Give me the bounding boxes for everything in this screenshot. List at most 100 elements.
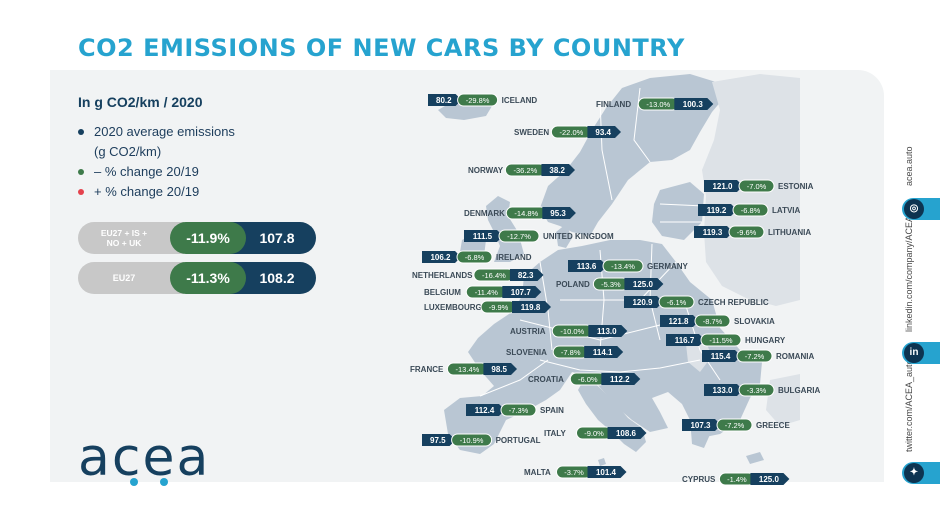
summary-change: -11.9% — [170, 222, 246, 254]
legend-label-unit: (g CO2/km) — [94, 144, 162, 159]
linkedin-link[interactable]: linkedin.com/company/ACEA/ — [904, 213, 914, 332]
callout-netherlands: NETHERLANDS -16.4% 82.3 — [412, 268, 544, 282]
emission-value: 95.3 — [550, 209, 566, 218]
change-value: -36.2% — [514, 166, 538, 175]
change-bg — [658, 295, 695, 309]
twitter-icon: ✦ — [904, 463, 924, 483]
country-name: ICELAND — [502, 96, 538, 105]
callout-estonia: 121.0 -7.0% ESTONIA — [704, 179, 814, 193]
value-bg — [624, 296, 663, 308]
callout-finland: FINLAND -13.0% 100.3 — [596, 97, 714, 111]
legend-label-negative: – % change 20/19 — [94, 164, 199, 179]
change-value: -13.0% — [646, 100, 670, 109]
callout-italy: ITALY -9.0% 108.6 — [544, 426, 647, 440]
value-bg — [674, 98, 714, 110]
callout-luxembourg: LUXEMBOURG -9.9% 119.8 — [424, 300, 551, 314]
country-name: LATVIA — [772, 206, 801, 215]
emission-value: 107.3 — [690, 421, 711, 430]
twitter-button[interactable]: ✦ — [902, 462, 940, 484]
emission-value: 106.2 — [430, 253, 451, 262]
emission-value: 133.0 — [712, 386, 733, 395]
summary-label: EU27 — [78, 262, 184, 294]
change-value: -5.3% — [601, 280, 621, 289]
callout-austria: AUSTRIA -10.0% 113.0 — [510, 324, 628, 338]
value-bg — [483, 363, 517, 375]
change-value: -6.8% — [465, 253, 485, 262]
value-bg — [698, 204, 737, 216]
change-value: -6.8% — [741, 206, 761, 215]
website-button[interactable]: ◎ — [902, 198, 940, 220]
country-name: SLOVENIA — [506, 348, 547, 357]
emission-value: 82.3 — [518, 271, 534, 280]
value-bg — [601, 373, 641, 385]
value-bg — [466, 404, 505, 416]
emission-value: 114.1 — [593, 348, 613, 357]
change-value: -8.7% — [703, 317, 723, 326]
emission-value: 113.6 — [577, 262, 597, 271]
legend-item-negative-change: – % change 20/19 — [78, 162, 235, 182]
callout-norway: NORWAY -36.2% 38.2 — [468, 163, 575, 177]
change-bg — [738, 179, 775, 193]
value-bg — [588, 325, 628, 337]
callout-slovenia: SLOVENIA -7.8% 114.1 — [506, 345, 624, 359]
emission-value: 112.2 — [610, 375, 630, 384]
change-value: -16.4% — [482, 271, 506, 280]
emission-value: 100.3 — [683, 100, 704, 109]
value-bg — [587, 466, 627, 478]
country-name: SLOVAKIA — [734, 317, 775, 326]
callout-slovakia: 121.8 -8.7% SLOVAKIA — [660, 314, 775, 328]
legend-item-positive-change: + % change 20/19 — [78, 182, 235, 202]
summary-label-line1: EU27 + IS + — [100, 228, 148, 238]
change-bg — [736, 349, 773, 363]
change-value: -3.7% — [564, 468, 584, 477]
callout-latvia: 119.2 -6.8% LATVIA — [698, 203, 801, 217]
value-bg — [624, 278, 664, 290]
emission-value: 125.0 — [759, 475, 780, 484]
callout-romania: 115.4 -7.2% ROMANIA — [702, 349, 814, 363]
value-bg — [568, 260, 607, 272]
twitter-link[interactable]: twitter.com/ACEA_auto — [904, 359, 914, 452]
emission-value: 108.6 — [616, 429, 637, 438]
callout-hungary: 116.7 -11.5% HUNGARY — [666, 333, 786, 347]
change-bg — [451, 433, 493, 447]
country-name: CYPRUS — [682, 475, 716, 484]
change-bg — [716, 418, 753, 432]
value-bg — [502, 286, 542, 298]
legend-dot-navy — [78, 129, 84, 135]
change-bg — [498, 229, 540, 243]
change-value: -7.2% — [745, 352, 765, 361]
value-bg — [702, 350, 741, 362]
value-bg — [750, 473, 790, 485]
value-bg — [694, 226, 733, 238]
page-title: CO2 EMISSIONS OF NEW CARS BY COUNTRY — [78, 34, 685, 62]
change-bg — [456, 250, 493, 264]
summary-change: -11.3% — [170, 262, 246, 294]
change-value: -22.0% — [560, 128, 584, 137]
change-bg — [500, 403, 537, 417]
change-value: -7.8% — [561, 348, 581, 357]
country-name: CZECH REPUBLIC — [698, 298, 769, 307]
change-bg — [602, 259, 644, 273]
legend-dot-green — [78, 169, 84, 175]
acea-auto-link[interactable]: acea.auto — [904, 146, 914, 186]
country-name: IRELAND — [496, 253, 532, 262]
country-name: SPAIN — [540, 406, 564, 415]
country-name: ESTONIA — [778, 182, 814, 191]
change-value: -9.0% — [584, 429, 604, 438]
emission-value: 112.4 — [475, 406, 495, 415]
legend-item-average: 2020 average emissions (g CO2/km) — [78, 122, 235, 162]
emission-value: 98.5 — [491, 365, 507, 374]
country-name: GREECE — [756, 421, 790, 430]
change-bg — [700, 333, 742, 347]
country-name: LUXEMBOURG — [424, 303, 482, 312]
value-bg — [422, 251, 461, 263]
country-name: ITALY — [544, 429, 566, 438]
emission-value: 97.5 — [430, 436, 446, 445]
value-bg — [512, 301, 551, 313]
value-bg — [704, 180, 743, 192]
country-callouts: 80.2 -29.8% ICELAND FINLAND -13.0% 100.3 SWEDE… — [410, 93, 820, 486]
linkedin-button[interactable]: in — [902, 342, 940, 364]
change-value: -10.0% — [560, 327, 584, 336]
emission-value: 107.7 — [511, 288, 532, 297]
